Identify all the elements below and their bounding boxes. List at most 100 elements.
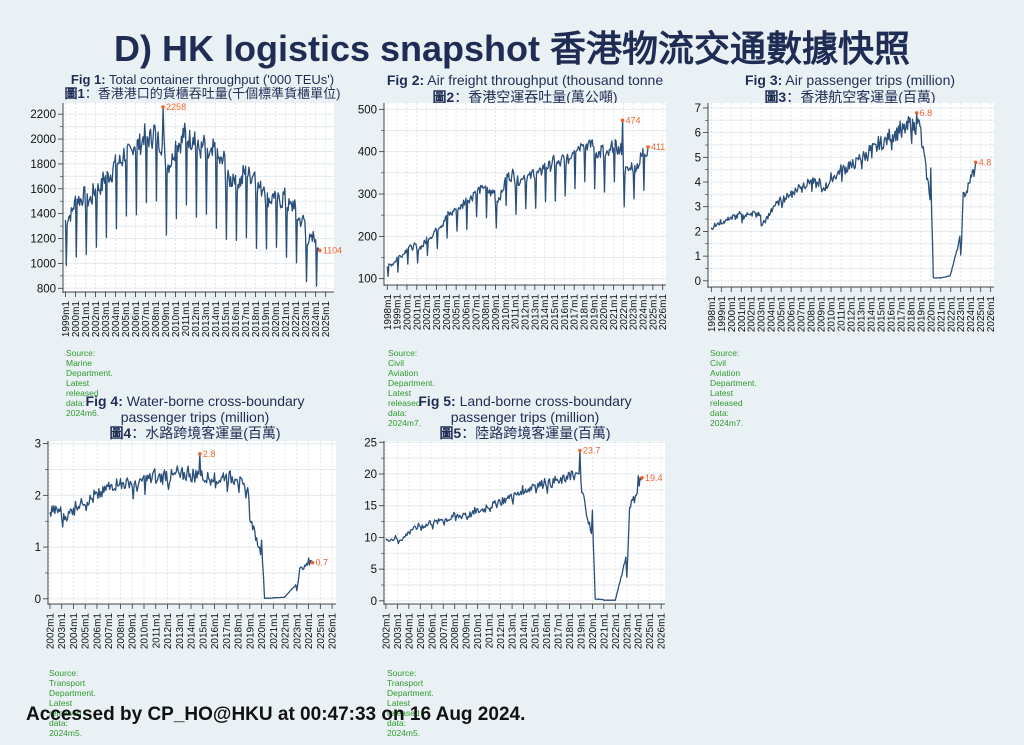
- x-tick-label: 2008m1: [807, 296, 818, 333]
- x-tick-label: 2022m1: [619, 294, 630, 331]
- x-tick-label: 2013m1: [201, 301, 212, 338]
- x-tick-label: 2025m1: [316, 613, 327, 650]
- x-tick-label: 2011m1: [485, 613, 496, 649]
- fig4-latest-text: Latest released data: 2024m5.: [49, 698, 83, 738]
- fig3-source-text: Source: Civil Aviation Department.: [710, 348, 757, 388]
- x-tick-label: 2016m1: [886, 296, 897, 333]
- annotation-label: 411: [651, 142, 665, 152]
- annotation-label: 2.8: [203, 449, 216, 459]
- annotation-label: 4.8: [979, 157, 992, 167]
- x-tick-label: 2003m1: [393, 613, 404, 650]
- x-tick-label: 1999m1: [61, 301, 72, 338]
- x-tick-label: 2015m1: [876, 296, 887, 333]
- fig1-title-label: Fig 1:: [70, 72, 106, 87]
- x-tick-label: 2023m1: [622, 613, 633, 650]
- x-tick-label: 2022m1: [946, 296, 957, 333]
- annotation-label: 23.7: [583, 446, 601, 456]
- x-tick-label: 2023m1: [292, 613, 303, 650]
- x-tick-label: 2024m1: [966, 296, 977, 333]
- y-tick-label: 1800: [30, 159, 56, 171]
- fig4-title-label: Fig 4:: [85, 393, 123, 409]
- x-tick-label: 2016m1: [231, 301, 242, 338]
- fig3-subtitle-label: 圖3: [764, 89, 787, 105]
- y-tick-label: 400: [358, 147, 377, 159]
- fig2-title-text: Air freight throughput (thousand tonne: [424, 72, 664, 88]
- x-tick-label: 2010m1: [140, 613, 151, 650]
- fig4-subtitle-text: ：水路跨境客運量(百萬): [131, 425, 281, 441]
- x-tick-label: 2014m1: [540, 294, 551, 331]
- fig1-source-text: Source: Marine Department.: [66, 348, 113, 378]
- x-tick-label: 2013m1: [175, 613, 186, 650]
- x-tick-label: 2005m1: [416, 613, 427, 650]
- x-tick-label: 2020m1: [271, 301, 282, 338]
- fig2-subtitle-text: ：香港空運吞吐量(萬公噸): [454, 89, 618, 105]
- x-tick-label: 2007m1: [439, 613, 450, 650]
- fig2-source: Source: Civil Aviation Department. Lates…: [388, 348, 435, 428]
- x-tick-label: 2003m1: [57, 613, 68, 650]
- series-line: [386, 119, 649, 277]
- page-title: D) HK logistics snapshot 香港物流交通數據快照: [113, 28, 911, 69]
- fig2-title-label: Fig 2:: [386, 72, 425, 88]
- x-tick-label: 2016m1: [542, 613, 553, 650]
- x-tick-label: 2024m1: [311, 301, 322, 338]
- x-tick-label: 2004m1: [69, 613, 80, 650]
- x-tick-label: 2018m1: [234, 613, 245, 650]
- fig1-title-text: Total container throughput ('000 TEUs'): [105, 72, 335, 87]
- fig5-subtitle-text: ：陸路跨境客運量(百萬): [461, 425, 611, 441]
- annotation-marker: [640, 475, 644, 480]
- fig3-subtitle-text: ：香港航空客運量(百萬): [786, 89, 936, 105]
- fig2-title: Fig 2: Air freight throughput (thousand …: [360, 72, 690, 106]
- x-tick-label: 2021m1: [281, 301, 292, 338]
- annotation-label: 2258: [166, 102, 186, 112]
- x-tick-label: 2002m1: [45, 613, 56, 650]
- x-tick-label: 2009m1: [462, 613, 473, 650]
- annotation-label: 474: [626, 115, 641, 125]
- x-tick-label: 2012m1: [521, 294, 532, 331]
- x-tick-label: 2019m1: [589, 294, 600, 331]
- y-tick-label: 200: [358, 231, 377, 243]
- y-tick-label: 5: [371, 564, 377, 576]
- y-tick-label: 20: [364, 469, 377, 481]
- x-tick-label: 2016m1: [560, 294, 571, 331]
- y-tick-label: 1: [35, 542, 41, 554]
- x-tick-label: 2012m1: [163, 613, 174, 650]
- x-tick-label: 2023m1: [956, 296, 967, 333]
- fig5-subtitle-label: 圖5: [439, 425, 462, 441]
- x-tick-label: 2008m1: [481, 294, 492, 331]
- x-tick-label: 2013m1: [530, 294, 541, 331]
- y-tick-label: 7: [695, 103, 701, 115]
- fig1-title: Fig 1: Total container throughput ('000 …: [30, 73, 375, 101]
- x-tick-label: 2006m1: [787, 296, 798, 333]
- annotation-label: 0.7: [315, 558, 328, 568]
- x-tick-label: 2021m1: [599, 613, 610, 650]
- fig5-title-label: Fig 5:: [418, 393, 456, 409]
- fig4-title: Fig 4: Water-borne cross-boundary passen…: [30, 393, 360, 441]
- x-tick-label: 2005m1: [777, 296, 788, 333]
- annotation-label: 1104: [323, 245, 342, 255]
- x-tick-label: 2001m1: [737, 296, 748, 333]
- fig3-title-text: Air passenger trips (million): [782, 72, 956, 88]
- x-tick-label: 2015m1: [531, 613, 542, 650]
- x-tick-label: 2019m1: [261, 301, 272, 338]
- fig4-source-text: Source: Transport Department.: [49, 668, 96, 698]
- x-tick-label: 2002m1: [747, 296, 758, 333]
- x-tick-label: 2011m1: [181, 301, 192, 337]
- x-tick-label: 2007m1: [104, 613, 115, 650]
- x-tick-label: 2017m1: [222, 613, 233, 650]
- x-tick-label: 2011m1: [837, 296, 848, 332]
- x-tick-label: 2013m1: [856, 296, 867, 333]
- x-tick-label: 2012m1: [847, 296, 858, 333]
- y-tick-label: 2: [695, 226, 701, 238]
- annotation-marker: [310, 560, 315, 565]
- x-tick-label: 2017m1: [896, 296, 907, 333]
- y-tick-label: 2000: [30, 134, 56, 146]
- x-tick-label: 1999m1: [717, 296, 728, 333]
- x-tick-label: 2002m1: [422, 294, 433, 331]
- fig1-subtitle-label: 圖1: [64, 86, 85, 101]
- x-tick-label: 2018m1: [565, 613, 576, 650]
- series-line: [64, 106, 320, 287]
- x-tick-label: 2017m1: [241, 301, 252, 338]
- annotation-label: 6.8: [920, 108, 933, 118]
- x-tick-label: 2025m1: [321, 301, 332, 338]
